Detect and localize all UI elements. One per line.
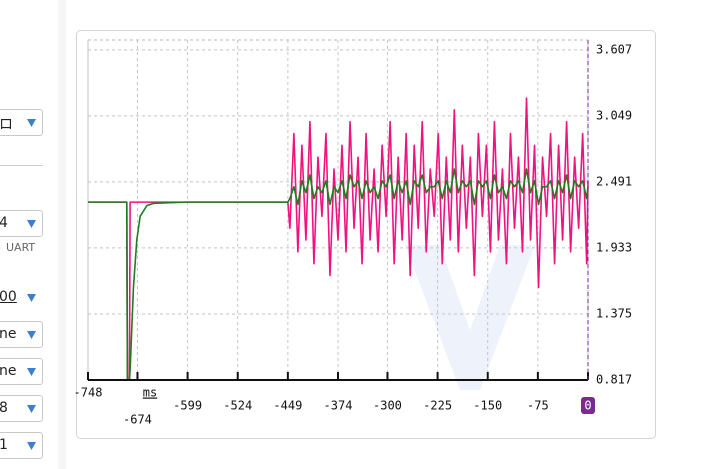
- dropdown[interactable]: 8: [0, 395, 43, 422]
- cursor-badge: [581, 397, 595, 414]
- dropdown-text: ne: [0, 363, 17, 379]
- x-tick-label: -75: [527, 399, 549, 413]
- dropdown-text: 4: [0, 215, 8, 231]
- dropdown[interactable]: ロ: [0, 109, 43, 136]
- dropdown-text: ne: [0, 326, 17, 342]
- series-line: [88, 97, 589, 381]
- sidebar-separator: [58, 0, 66, 469]
- x-tick-label: -599: [173, 399, 202, 413]
- x-tick-label: -225: [423, 399, 452, 413]
- x-tick-label: 0: [584, 399, 591, 413]
- dropdown-text: 8: [0, 400, 8, 416]
- dropdown-arrow: [27, 442, 36, 450]
- chart-panel: [76, 30, 656, 439]
- series-line: [88, 168, 589, 381]
- x-tick-label: -674: [123, 413, 152, 427]
- dropdown-arrow: [27, 220, 36, 228]
- dropdown-arrow: [27, 331, 36, 339]
- dropdown[interactable]: ne: [0, 321, 43, 348]
- dropdown-text: ロ: [0, 117, 13, 133]
- dropdown-text: 1: [0, 437, 8, 453]
- dropdown[interactable]: 00: [0, 284, 43, 311]
- x-tick-label: -374: [324, 399, 353, 413]
- dropdown[interactable]: 1: [0, 432, 43, 459]
- dropdown-arrow: [27, 368, 36, 376]
- y-tick-label: 1.933: [596, 240, 632, 254]
- x-tick-label: -748: [74, 386, 103, 400]
- dropdown[interactable]: ne: [0, 358, 43, 385]
- x-tick-label: -449: [273, 399, 302, 413]
- y-tick-label: 1.375: [596, 306, 632, 320]
- y-tick-label: 3.607: [596, 42, 632, 56]
- x-tick-label: -150: [473, 399, 502, 413]
- dropdown-arrow: [27, 119, 36, 127]
- divider: [0, 165, 43, 166]
- dropdown-arrow: [27, 405, 36, 413]
- label: UART: [6, 241, 36, 254]
- x-tick-label: -300: [373, 399, 402, 413]
- dropdown-arrow: [27, 294, 36, 302]
- x-tick-label: -524: [223, 399, 252, 413]
- y-tick-label: 2.491: [596, 174, 632, 188]
- dropdown[interactable]: 4: [0, 210, 43, 237]
- x-axis-label: ms: [143, 386, 157, 400]
- dropdown-text: 00: [0, 289, 17, 305]
- y-tick-label: 0.817: [596, 373, 632, 387]
- y-tick-label: 3.049: [596, 108, 632, 122]
